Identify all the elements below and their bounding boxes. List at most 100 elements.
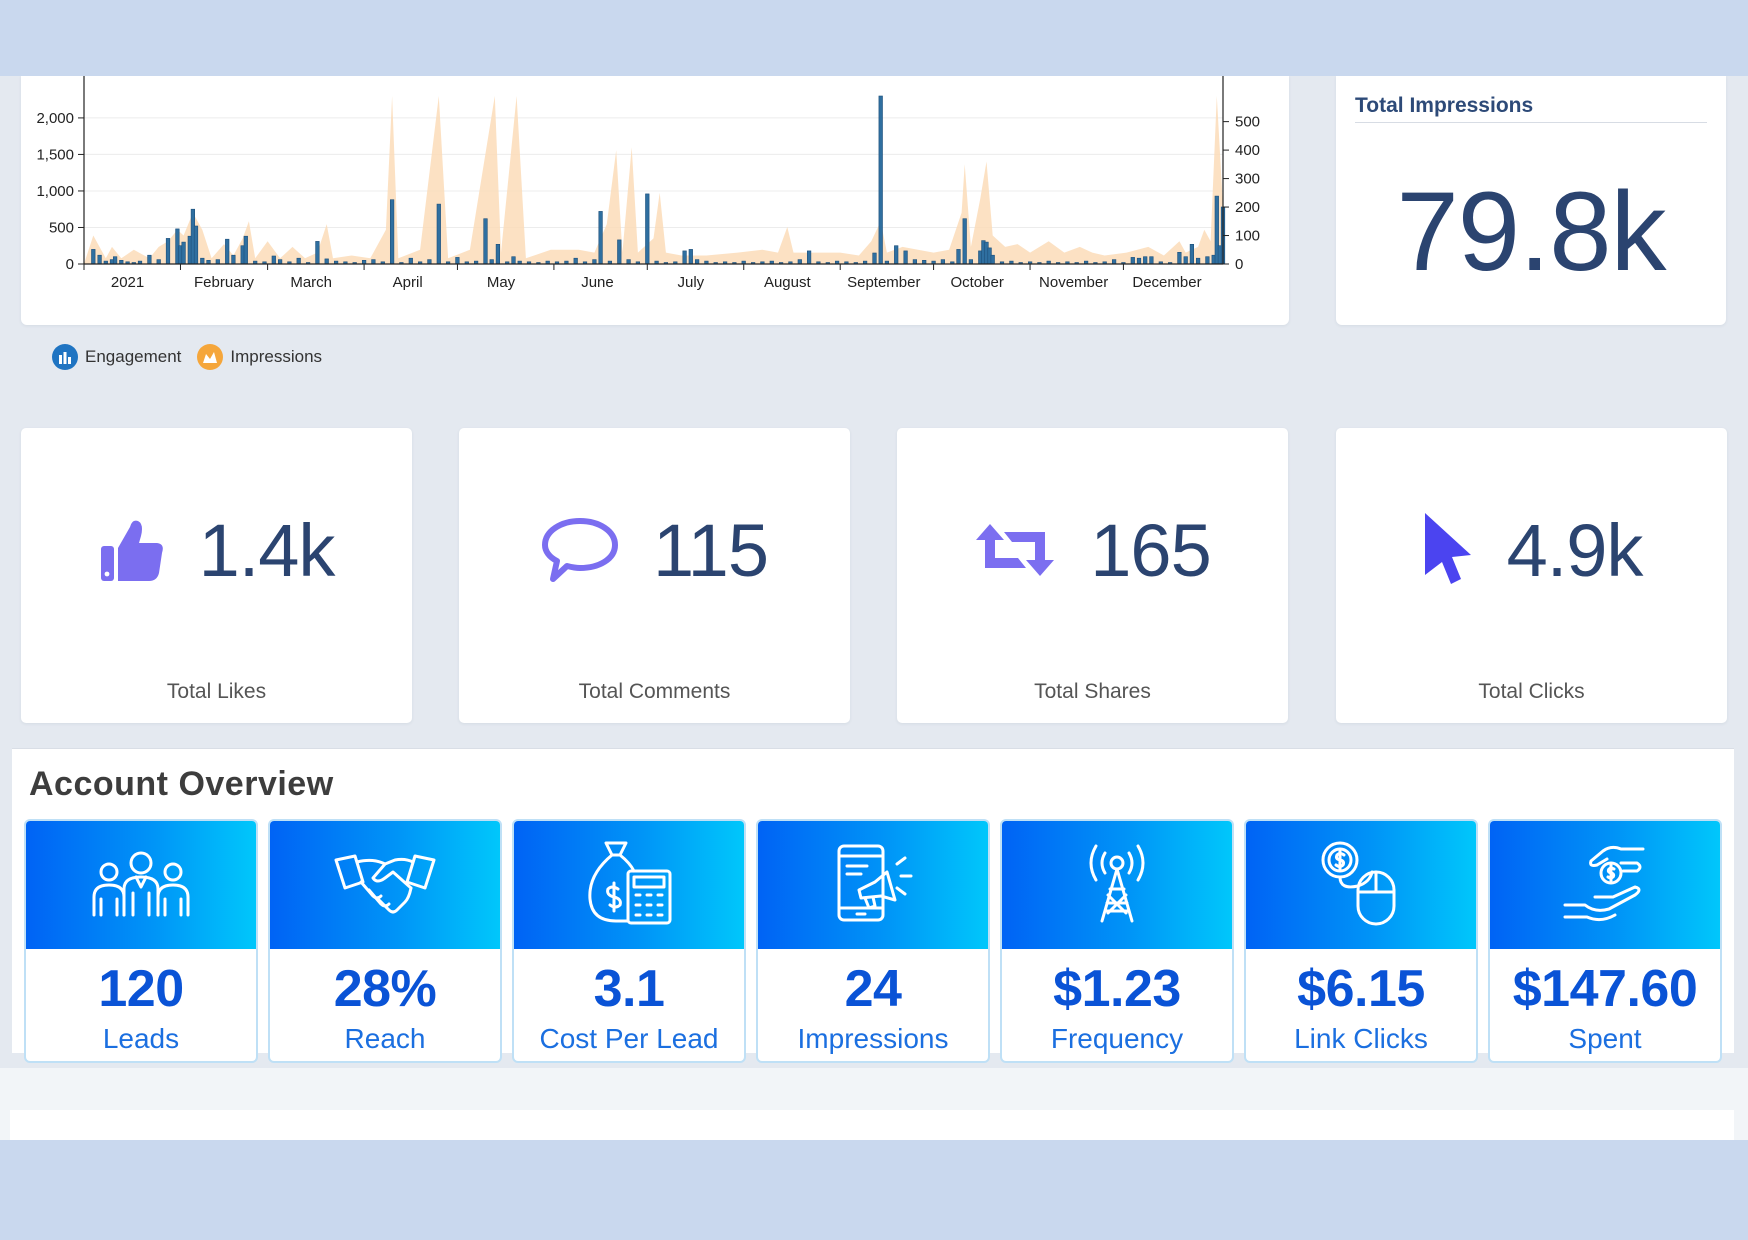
y-right-tick-label: 100 [1235,228,1260,245]
engagement-bar [688,249,693,265]
engagement-bar [113,256,118,265]
engagement-bar [483,218,488,265]
cost-per-lead-value: 3.1 [593,960,665,1018]
engagement-impressions-chart: 0 500 1,000 1,500 2,000 0 100 200 300 400 500 2021 F… [36,76,1260,291]
total-comments-card: 115 Total Comments [459,428,850,723]
y-right-tick-label: 300 [1235,171,1260,188]
antenna-tower-icon [1082,841,1152,930]
engagement-chart-card: 0 500 1,000 1,500 2,000 0 100 200 300 400 500 2021 F… [21,76,1289,325]
bar-chart-icon [52,344,78,370]
x-tick-label: August [764,274,812,291]
cursor-icon [1421,511,1473,589]
engagement-bar [894,245,899,265]
total-likes-card: 1.4k Total Likes [21,428,412,723]
y-left-tick-label: 500 [49,219,74,236]
engagement-bar [1183,256,1188,265]
engagement-bar [271,255,276,265]
engagement-bar [495,244,501,265]
x-tick-label: February [194,274,255,291]
engagement-bar [97,254,102,265]
engagement-bar [962,218,967,265]
thumbs-up-icon [99,515,165,585]
area-chart-icon [197,344,224,370]
total-impressions-card: Total Impressions 79.8k [1336,76,1726,325]
total-impressions-title: Total Impressions [1355,94,1707,123]
reach-tile[interactable]: 28% Reach [268,819,502,1063]
total-shares-label: Total Shares [1034,680,1151,703]
dashboard-canvas: 0 500 1,000 1,500 2,000 0 100 200 300 400 500 2021 F… [0,76,1748,1140]
engagement-bar [598,211,603,265]
bottom-section [0,1068,1748,1140]
y-left-tick-label: 0 [66,256,74,273]
engagement-bar [872,252,877,265]
next-card-edge [10,1110,1734,1140]
engagement-bar [1189,244,1194,265]
y-left-tick-label: 2,000 [36,110,74,127]
y-right-tick-label: 500 [1235,114,1260,131]
account-overview-title: Account Overview [29,765,334,803]
engagement-bar [277,259,283,265]
x-tick-label: May [487,274,516,291]
engagement-bar [200,257,205,265]
total-clicks-value: 4.9k [1506,508,1644,592]
engagement-bar [912,259,917,265]
frequency-tile[interactable]: $1.23 Frequency [1000,819,1234,1063]
engagement-bar [645,193,650,265]
chart-legend: Engagement Impressions [52,342,338,372]
engagement-bar [156,259,161,265]
spent-tile[interactable]: $147.60 Spent [1488,819,1722,1063]
engagement-bar [231,254,236,265]
engagement-bar [489,259,494,265]
x-tick-label: June [581,274,614,291]
engagement-bar [193,225,199,265]
engagement-bar [990,254,995,265]
engagement-bar [573,257,578,265]
people-icon [89,847,193,924]
y-right-tick-label: 0 [1235,256,1243,273]
handshake-icon [333,848,437,923]
total-shares-card: 165 Total Shares [897,428,1288,723]
engagement-bar [1196,257,1201,265]
leads-label: Leads [102,1023,180,1054]
engagement-bar [455,257,460,265]
engagement-bar [1143,256,1148,265]
engagement-bar [903,250,908,265]
engagement-bar [225,238,230,265]
cost-per-lead-tile[interactable]: 3.1 Cost Per Lead [512,819,746,1063]
total-shares-value: 165 [1090,508,1211,592]
phone-megaphone-icon [831,842,915,929]
legend-impressions[interactable]: Impressions [197,344,322,370]
link-clicks-tile[interactable]: $6.15 Link Clicks [1244,819,1478,1063]
engagement-bar [296,257,301,265]
hand-money-icon [1561,843,1649,928]
x-tick-label: 2021 [111,274,144,291]
engagement-bar [215,259,220,265]
total-likes-value: 1.4k [198,508,336,592]
total-likes-label: Total Likes [166,680,267,703]
frequency-label: Frequency [1050,1023,1184,1054]
engagement-bar [1112,259,1117,265]
engagement-bar [694,259,700,265]
engagement-bar [1177,252,1182,265]
impressions-tile[interactable]: 24 Impressions [756,819,990,1063]
impressions-value: 24 [844,960,902,1018]
x-tick-label: April [393,274,423,291]
engagement-bar [956,249,961,265]
legend-impressions-label: Impressions [230,347,323,366]
impressions-label: Impressions [797,1023,949,1054]
engagement-bar [806,250,812,265]
engagement-bar [1149,256,1154,265]
total-comments-value: 115 [653,508,769,592]
engagement-bar [1130,257,1135,265]
leads-value: 120 [98,960,184,1018]
engagement-bar [165,238,171,265]
x-tick-label: December [1132,274,1201,291]
engagement-bar [878,95,883,265]
coin-mouse-icon [1318,838,1404,933]
leads-tile[interactable]: 120 Leads [24,819,258,1063]
legend-engagement[interactable]: Engagement [52,344,181,370]
legend-engagement-label: Engagement [85,347,182,366]
engagement-bar [682,250,687,265]
spent-label: Spent [1568,1023,1642,1054]
reach-label: Reach [344,1023,426,1054]
